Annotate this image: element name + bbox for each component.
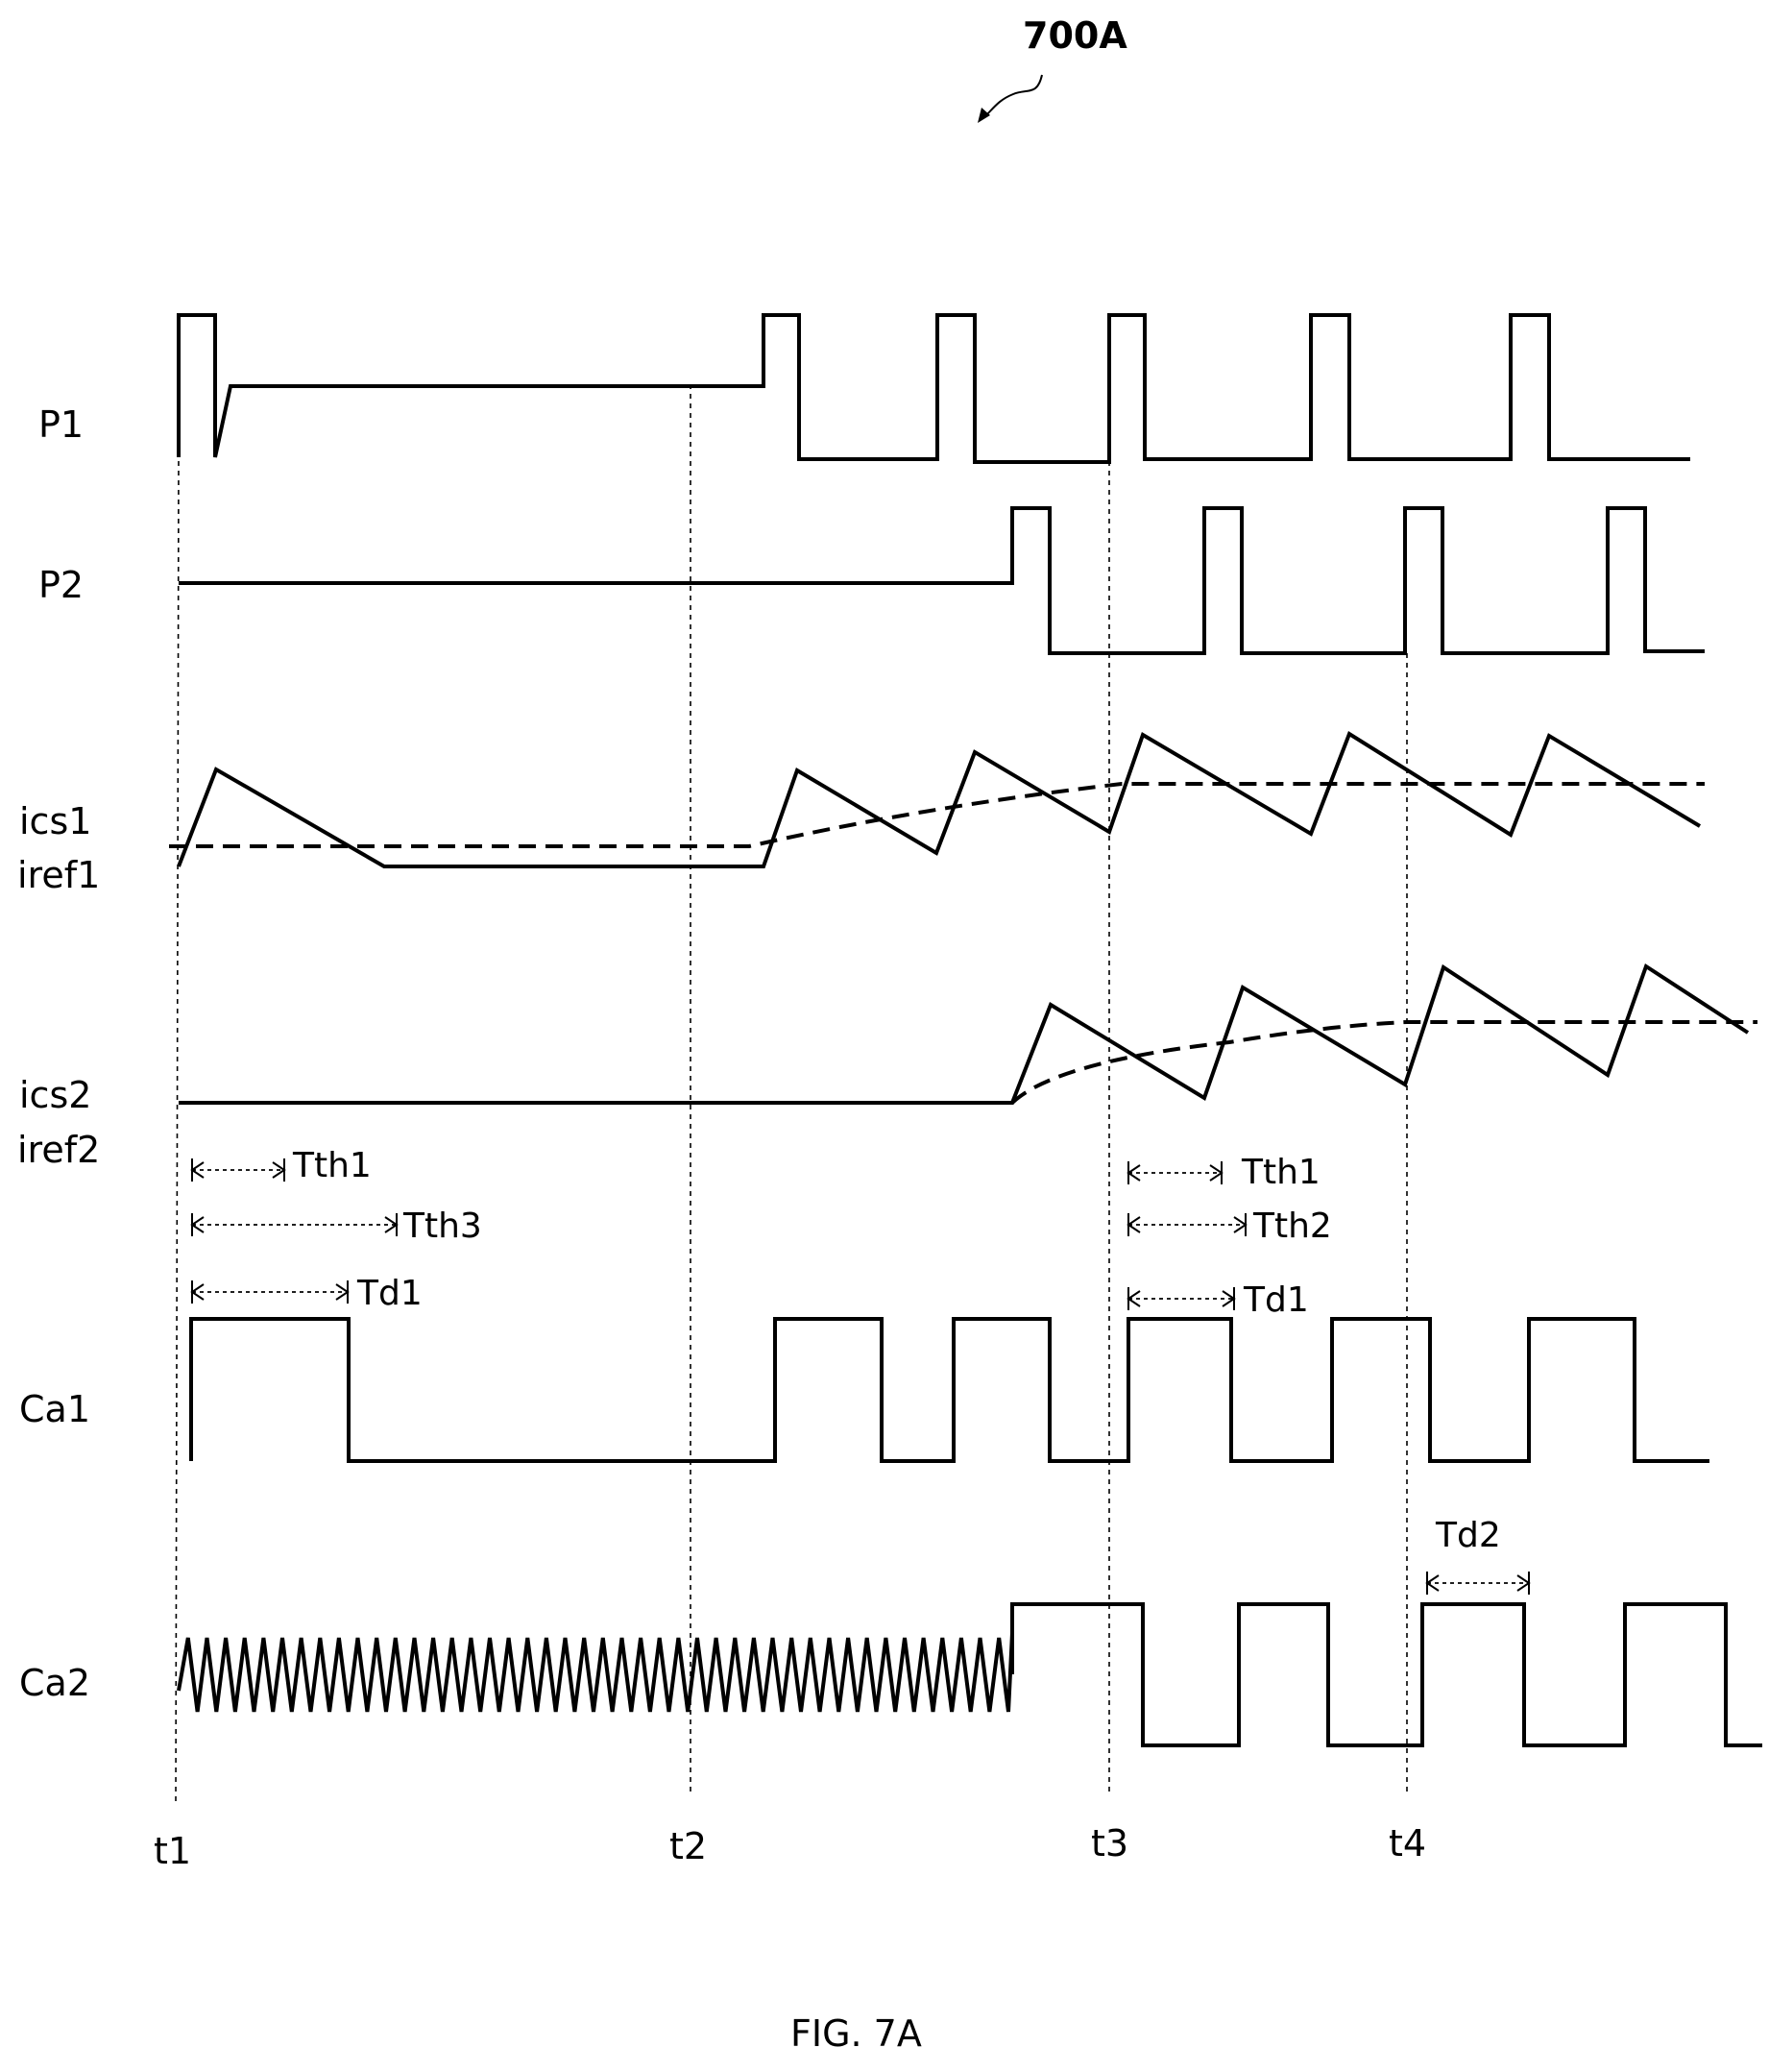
signal-label-p1: P1 (38, 403, 84, 446)
waveform-p2 (179, 506, 1705, 655)
interval-tth1-right: Tth1 (1127, 1153, 1321, 1192)
signal-label-iref1: iref1 (17, 854, 100, 896)
time-marker-t3: t3 (1091, 1822, 1128, 1865)
waveform-ca2-oscillation (177, 1632, 1014, 1713)
interval-label-td1-left: Td1 (356, 1274, 423, 1313)
interval-td1-left: Td1 (190, 1274, 423, 1313)
signal-label-p2: P2 (38, 564, 84, 606)
time-marker-t4: t4 (1389, 1822, 1426, 1865)
interval-tth1-left: Tth1 (190, 1146, 372, 1185)
waveform-ca2 (1010, 1602, 1762, 1747)
figure-reference: 700A (1023, 14, 1127, 57)
interval-label-td1-right: Td1 (1243, 1280, 1309, 1320)
waveform-iref1 (169, 782, 1705, 848)
interval-td2: Td2 (1425, 1516, 1531, 1595)
interval-td1-right: Td1 (1127, 1280, 1309, 1320)
interval-label-tth3: Tth3 (402, 1207, 482, 1246)
figure-caption: FIG. 7A (790, 2012, 922, 2055)
interval-label-tth2: Tth2 (1252, 1207, 1332, 1246)
time-marker-t1: t1 (154, 1830, 191, 1872)
signal-label-ics2: ics2 (19, 1074, 91, 1116)
reference-leader-line (983, 74, 1043, 118)
waveform-p1 (177, 313, 1690, 464)
signal-label-iref2: iref2 (17, 1129, 100, 1171)
interval-label-tth1-right: Tth1 (1241, 1153, 1321, 1192)
waveform-iref2 (1010, 1020, 1757, 1105)
waveform-ics1 (177, 731, 1702, 868)
interval-tth3: Tth3 (190, 1207, 482, 1246)
interval-tth2: Tth2 (1127, 1207, 1332, 1246)
signal-label-ca2: Ca2 (19, 1662, 90, 1704)
interval-label-td2: Td2 (1435, 1516, 1501, 1555)
waveform-ca1 (189, 1317, 1709, 1463)
waveform-ics2 (179, 963, 1750, 1105)
signal-label-ca1: Ca1 (19, 1388, 90, 1430)
signal-label-ics1: ics1 (19, 800, 91, 842)
reference-leader-arrowhead (978, 108, 990, 123)
guide-line-t1 (175, 451, 180, 1807)
time-marker-t2: t2 (669, 1825, 707, 1867)
interval-label-tth1-left: Tth1 (292, 1146, 372, 1185)
